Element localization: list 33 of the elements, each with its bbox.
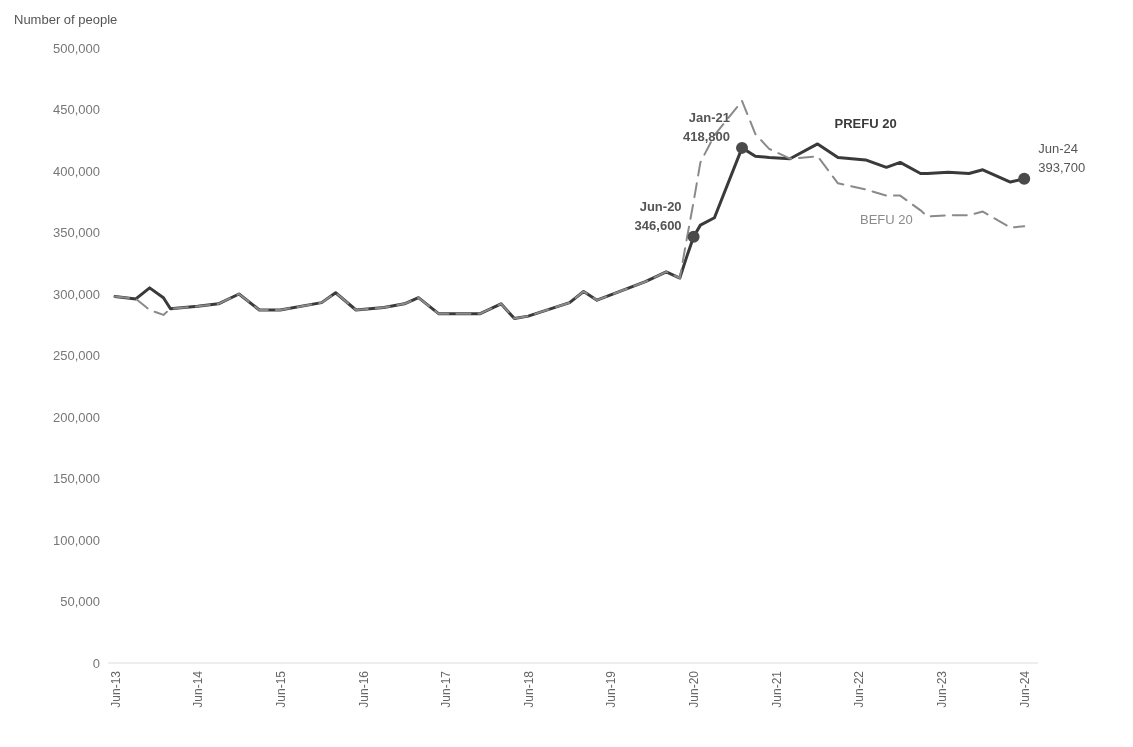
y-tick-label: 350,000 xyxy=(53,225,100,241)
line-series xyxy=(114,99,1026,320)
y-tick-label: 150,000 xyxy=(53,471,100,487)
series-label: BEFU 20 xyxy=(860,211,913,227)
y-tick-label: 200,000 xyxy=(53,409,100,425)
y-axis-title: Number of people xyxy=(14,12,118,27)
x-tick-label: Jun-24 xyxy=(1017,670,1032,708)
annotation: Jun-20 346,600 xyxy=(634,198,682,233)
x-tick-label: Jun-13 xyxy=(108,670,123,708)
x-tick-label: Jun-14 xyxy=(191,670,206,708)
x-tick-label: Jun-19 xyxy=(604,670,619,708)
annotation: Jun-24 393,700 xyxy=(1038,140,1086,175)
x-tick-label: Jun-21 xyxy=(769,670,784,708)
point xyxy=(687,230,700,243)
x-tick-label: Jun-17 xyxy=(439,670,454,708)
x-tick-label: Jun-20 xyxy=(687,670,702,708)
y-tick-label: 50,000 xyxy=(60,594,100,610)
x-tick-label: Jun-16 xyxy=(356,670,371,708)
x-tick-label: Jun-18 xyxy=(521,670,536,708)
y-tick-label: 500,000 xyxy=(53,40,100,56)
annotation: Jan-21 418,800 xyxy=(683,109,731,144)
y-tick-label: 400,000 xyxy=(53,163,100,179)
y-tick-label: 0 xyxy=(92,655,100,671)
y-tick-label: 250,000 xyxy=(53,348,100,364)
y-tick-label: 300,000 xyxy=(53,286,100,302)
x-tick-label: Jun-22 xyxy=(852,670,867,708)
x-tick-label: Jun-15 xyxy=(273,670,288,708)
y-tick-label: 450,000 xyxy=(53,102,100,118)
y-tick-label: 100,000 xyxy=(53,532,100,548)
series-label: PREFU 20 xyxy=(834,115,897,131)
point xyxy=(1018,172,1031,185)
x-tick-label: Jun-23 xyxy=(934,670,949,708)
point xyxy=(736,141,749,154)
